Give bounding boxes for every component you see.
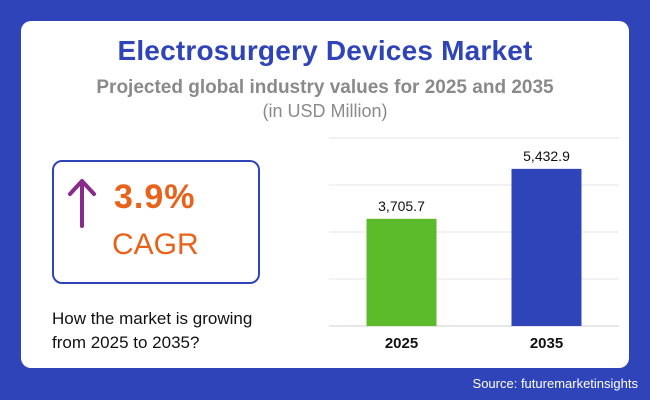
source-note: Source: futuremarketinsights <box>472 376 638 391</box>
x-tick-label-2035: 2035 <box>530 335 563 352</box>
bar-2025 <box>366 218 437 326</box>
data-label-2025: 3,705.7 <box>378 198 425 214</box>
page-title: Electrosurgery Devices Market <box>117 35 533 66</box>
cagr-value: 3.9% <box>114 178 196 216</box>
cagr-box: 3.9% CAGR <box>52 160 260 284</box>
bar-2035 <box>511 168 582 326</box>
page-subtitle: Projected global industry values for 202… <box>96 77 554 98</box>
infographic-card: Electrosurgery Devices Market Projected … <box>21 21 629 368</box>
data-label-2035: 5,432.9 <box>523 148 570 164</box>
growth-question: How the market is growing from 2025 to 2… <box>52 309 253 352</box>
cagr-label: CAGR <box>112 228 199 261</box>
unit-label: (in USD Million) <box>262 101 388 121</box>
arrow-up-icon <box>68 179 96 228</box>
x-tick-label-2025: 2025 <box>385 335 418 352</box>
bar-chart: 3,705.7 2025 5,432.9 2035 <box>329 137 619 352</box>
